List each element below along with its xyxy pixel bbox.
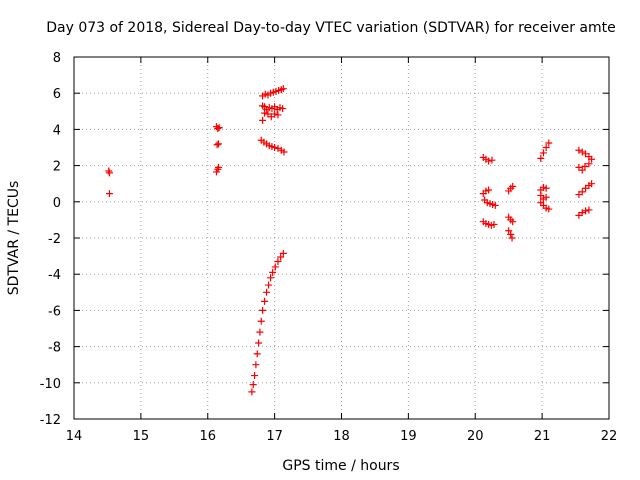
data-point [274, 258, 282, 266]
y-tick-label: -2 [48, 232, 61, 247]
data-point [542, 144, 550, 151]
data-point [490, 220, 498, 228]
data-point [105, 169, 113, 177]
data-point [105, 190, 113, 198]
data-point [588, 155, 596, 163]
data-point [582, 207, 590, 215]
data-point [280, 148, 288, 156]
x-tick-label: 18 [333, 429, 350, 444]
data-point [545, 139, 553, 147]
data-point [279, 105, 287, 113]
data-point [578, 188, 586, 196]
x-tick-label: 22 [601, 429, 618, 444]
data-point [578, 166, 586, 174]
data-point [269, 268, 277, 276]
data-point [485, 186, 493, 194]
data-point [252, 361, 260, 369]
data-point [545, 205, 553, 213]
data-point [509, 218, 517, 226]
data-point [508, 234, 516, 242]
y-tick-label: -10 [40, 377, 61, 392]
data-point [214, 163, 222, 171]
y-axis-label: SDTVAR / TECUs [6, 181, 22, 296]
data-point [575, 146, 583, 154]
data-point [249, 381, 257, 389]
data-point [265, 281, 273, 289]
data-point [274, 111, 282, 119]
data-point [277, 253, 285, 261]
data-point [271, 110, 279, 118]
data-point [279, 249, 287, 257]
y-tick-label: 2 [53, 160, 61, 175]
y-tick-label: 4 [53, 123, 61, 138]
data-point [267, 274, 275, 282]
x-tick-label: 20 [467, 429, 484, 444]
y-tick-label: -8 [48, 341, 61, 356]
x-tick-label: 16 [199, 429, 216, 444]
data-point [588, 180, 596, 188]
data-point [485, 157, 493, 165]
data-point [488, 156, 496, 164]
x-tick-label: 17 [266, 429, 283, 444]
y-tick-label: -12 [40, 413, 61, 428]
data-point [279, 85, 287, 93]
y-tick-label: 0 [53, 196, 61, 211]
data-points [105, 85, 596, 396]
data-point [256, 328, 264, 336]
data-point [585, 206, 593, 214]
data-point [542, 184, 550, 192]
grid [74, 57, 609, 419]
data-point [259, 116, 267, 124]
data-point [539, 149, 547, 157]
data-point [214, 124, 222, 132]
data-point [271, 263, 279, 271]
x-axis-label: GPS time / hours [282, 458, 399, 474]
data-point [255, 339, 263, 347]
y-tick-label: 6 [53, 87, 61, 102]
data-point [257, 317, 265, 325]
data-point [251, 372, 259, 380]
y-tick-label: -6 [48, 304, 61, 319]
data-point [263, 288, 271, 296]
data-point [578, 148, 586, 156]
y-tick-label: 8 [53, 51, 61, 66]
x-tick-label: 14 [66, 429, 83, 444]
data-point [537, 191, 545, 199]
data-point [274, 144, 282, 152]
data-point [585, 160, 593, 168]
axis-ticks: 14 15 16 17 18 19 20 21 22 -12 -10 -8 -6 -4 -2 0 2 4 6 8 [40, 51, 618, 444]
data-point [259, 306, 267, 314]
data-point [581, 163, 589, 171]
data-point [537, 154, 545, 162]
data-point [491, 201, 499, 209]
data-point [105, 167, 113, 175]
x-tick-label: 15 [133, 429, 150, 444]
data-point [507, 230, 515, 238]
data-point [542, 193, 550, 201]
data-point [248, 388, 256, 396]
data-point [253, 350, 261, 358]
chart-title: Day 073 of 2018, Sidereal Day-to-day VTE… [46, 20, 616, 36]
x-tick-label: 21 [534, 429, 551, 444]
data-point [505, 227, 513, 235]
data-point [215, 124, 223, 132]
x-tick-label: 19 [400, 429, 417, 444]
data-point [261, 109, 269, 117]
data-point [261, 297, 269, 305]
y-tick-label: -4 [48, 268, 61, 283]
data-point [213, 141, 221, 149]
data-point [214, 140, 222, 148]
data-point [271, 144, 279, 151]
data-point [509, 182, 517, 190]
